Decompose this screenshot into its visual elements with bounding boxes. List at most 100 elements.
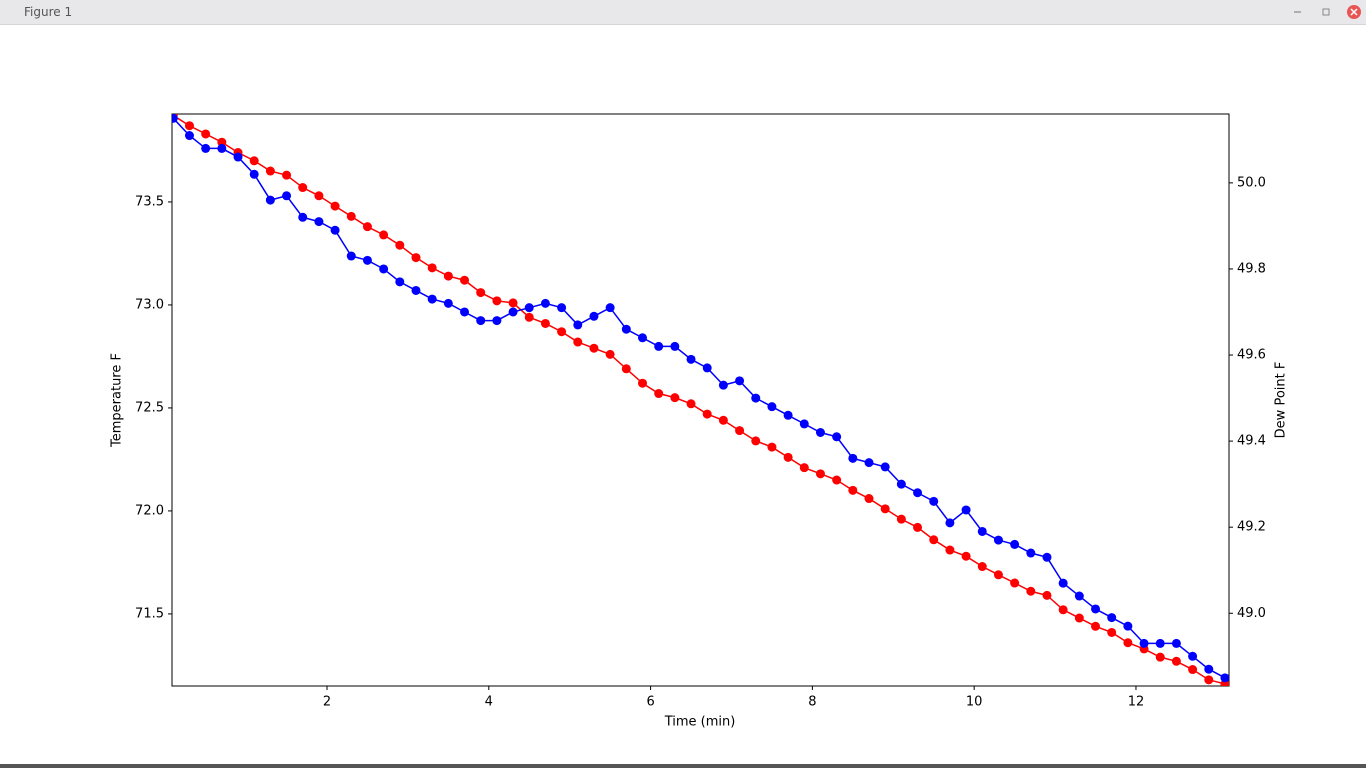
- data-point: [476, 316, 486, 326]
- window-controls: [1294, 5, 1361, 19]
- data-point: [945, 518, 955, 528]
- data-point: [379, 264, 389, 274]
- data-point: [993, 570, 1003, 580]
- data-point: [589, 343, 599, 353]
- data-point: [880, 504, 890, 514]
- data-point: [1058, 578, 1068, 588]
- data-point: [298, 212, 308, 222]
- data-point: [1074, 591, 1084, 601]
- y-tick-label: 72.0: [135, 503, 164, 518]
- data-point: [1171, 656, 1181, 666]
- data-point: [1010, 578, 1020, 588]
- data-point: [217, 137, 227, 147]
- data-point: [443, 271, 453, 281]
- data-point: [573, 337, 583, 347]
- data-point: [201, 129, 211, 139]
- data-point: [896, 479, 906, 489]
- data-point: [508, 298, 518, 308]
- data-point: [1188, 665, 1198, 675]
- data-point: [508, 307, 518, 317]
- data-point: [362, 255, 372, 265]
- data-point: [637, 378, 647, 388]
- data-point: [832, 475, 842, 485]
- data-point: [783, 452, 793, 462]
- data-point: [848, 485, 858, 495]
- close-icon: [1350, 8, 1358, 16]
- data-point: [1171, 638, 1181, 648]
- data-point: [201, 143, 211, 153]
- data-point: [1123, 621, 1133, 631]
- data-point: [233, 152, 243, 162]
- data-point: [864, 494, 874, 504]
- data-point: [524, 303, 534, 313]
- data-point: [411, 253, 421, 263]
- data-point: [896, 514, 906, 524]
- data-point: [395, 240, 405, 250]
- data-point: [492, 316, 502, 326]
- x-tick-label: 8: [808, 695, 816, 710]
- y2-tick-label: 49.4: [1237, 434, 1266, 449]
- x-tick-label: 6: [646, 695, 654, 710]
- data-point: [524, 312, 534, 322]
- data-point: [832, 432, 842, 442]
- data-point: [751, 393, 761, 403]
- series-line: [172, 117, 1226, 679]
- x-tick-label: 4: [485, 695, 493, 710]
- series: [172, 114, 1229, 686]
- data-point: [346, 251, 356, 261]
- y-axis-label: Temperature F: [110, 353, 125, 448]
- data-point: [621, 364, 631, 374]
- data-point: [670, 393, 680, 403]
- data-point: [735, 426, 745, 436]
- data-point: [848, 453, 858, 463]
- data-point: [379, 230, 389, 240]
- data-point: [1074, 613, 1084, 623]
- data-point: [492, 296, 502, 306]
- data-point: [929, 496, 939, 506]
- y2-tick-label: 49.8: [1237, 261, 1266, 276]
- data-point: [282, 191, 292, 201]
- data-point: [1026, 548, 1036, 558]
- data-point: [637, 333, 647, 343]
- data-point: [977, 526, 987, 536]
- data-point: [993, 535, 1003, 545]
- data-point: [282, 170, 292, 180]
- data-point: [1188, 651, 1198, 661]
- data-point: [945, 545, 955, 555]
- data-point: [443, 298, 453, 308]
- data-point: [184, 131, 194, 141]
- data-point: [961, 505, 971, 515]
- data-point: [217, 143, 227, 153]
- y2-tick-label: 50.0: [1237, 175, 1266, 190]
- data-point: [913, 522, 923, 532]
- data-point: [735, 376, 745, 386]
- data-point: [686, 354, 696, 364]
- data-point: [460, 275, 470, 285]
- data-point: [686, 399, 696, 409]
- data-point: [702, 363, 712, 373]
- data-point: [330, 201, 340, 211]
- data-point: [799, 419, 809, 429]
- series-line: [172, 114, 1226, 685]
- series: [172, 114, 1229, 683]
- data-point: [751, 436, 761, 446]
- data-point: [265, 195, 275, 205]
- y2-axis-label: Dew Point F: [1274, 362, 1289, 439]
- data-point: [314, 217, 324, 227]
- x-tick-label: 10: [966, 695, 983, 710]
- data-point: [427, 263, 437, 273]
- data-point: [362, 222, 372, 232]
- data-point: [1026, 586, 1036, 596]
- y2-tick-label: 49.2: [1237, 520, 1266, 535]
- data-point: [621, 324, 631, 334]
- data-point: [1204, 675, 1214, 685]
- data-point: [702, 409, 712, 419]
- data-point: [783, 410, 793, 420]
- y-tick-label: 72.5: [135, 400, 164, 415]
- data-point: [977, 562, 987, 572]
- data-point: [557, 303, 567, 313]
- window-title: Figure 1: [24, 5, 73, 19]
- maximize-button[interactable]: [1322, 8, 1330, 16]
- chart: Time (min) Temperature F Dew Point F 2 4 6…: [110, 113, 1289, 730]
- bottom-border: [0, 764, 1366, 768]
